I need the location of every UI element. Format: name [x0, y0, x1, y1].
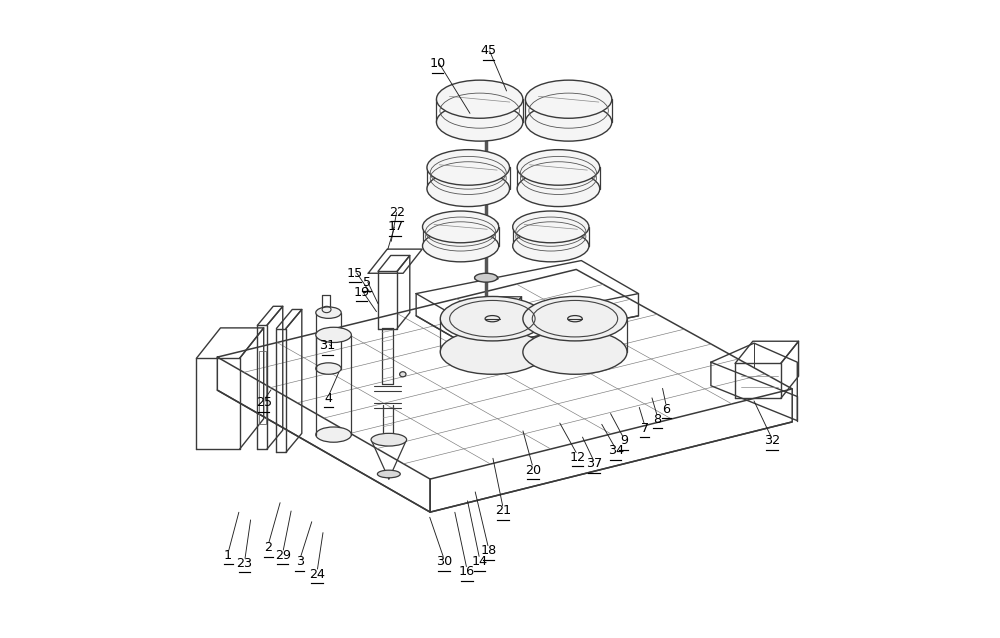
Ellipse shape [371, 433, 407, 446]
Text: 3: 3 [296, 555, 304, 568]
Text: 6: 6 [662, 403, 670, 415]
Text: 30: 30 [436, 555, 452, 568]
Text: 16: 16 [459, 565, 475, 578]
Text: 9: 9 [620, 434, 628, 447]
Ellipse shape [427, 171, 510, 207]
Ellipse shape [513, 211, 589, 243]
Text: 18: 18 [480, 544, 497, 557]
Ellipse shape [513, 230, 589, 262]
Text: 23: 23 [237, 557, 253, 570]
Ellipse shape [525, 80, 612, 118]
Ellipse shape [400, 372, 406, 377]
Ellipse shape [316, 307, 341, 318]
Text: 12: 12 [569, 451, 586, 464]
Ellipse shape [523, 297, 627, 341]
Ellipse shape [316, 427, 351, 442]
Ellipse shape [427, 150, 510, 185]
Text: 21: 21 [495, 504, 511, 517]
Text: 19: 19 [353, 286, 370, 299]
Text: 8: 8 [653, 413, 662, 426]
Text: 5: 5 [363, 276, 371, 288]
Text: 1: 1 [224, 549, 232, 561]
Text: 4: 4 [324, 392, 332, 404]
Ellipse shape [475, 219, 497, 228]
Text: 34: 34 [608, 445, 624, 457]
Text: 24: 24 [309, 568, 325, 581]
Text: 29: 29 [275, 549, 291, 561]
Text: 22: 22 [389, 205, 405, 219]
Ellipse shape [436, 80, 523, 118]
Ellipse shape [517, 171, 600, 207]
Ellipse shape [423, 230, 499, 262]
Ellipse shape [475, 162, 497, 171]
Text: 45: 45 [481, 44, 497, 57]
Ellipse shape [475, 273, 497, 282]
Text: 31: 31 [319, 339, 335, 352]
Ellipse shape [436, 103, 523, 141]
Text: 2: 2 [264, 541, 272, 554]
Text: 17: 17 [387, 220, 403, 234]
Text: 25: 25 [256, 396, 272, 409]
Ellipse shape [523, 330, 627, 375]
Text: 14: 14 [472, 555, 488, 568]
Text: 20: 20 [525, 464, 541, 477]
Ellipse shape [525, 103, 612, 141]
Ellipse shape [316, 327, 351, 343]
Ellipse shape [316, 363, 341, 375]
Text: 37: 37 [586, 457, 602, 470]
Ellipse shape [423, 211, 499, 243]
Ellipse shape [440, 297, 544, 341]
Text: 15: 15 [347, 267, 363, 279]
Ellipse shape [377, 470, 400, 478]
Text: 10: 10 [430, 57, 446, 70]
Text: 7: 7 [641, 422, 649, 434]
Ellipse shape [440, 330, 544, 375]
Ellipse shape [517, 150, 600, 185]
Text: 32: 32 [764, 434, 780, 447]
